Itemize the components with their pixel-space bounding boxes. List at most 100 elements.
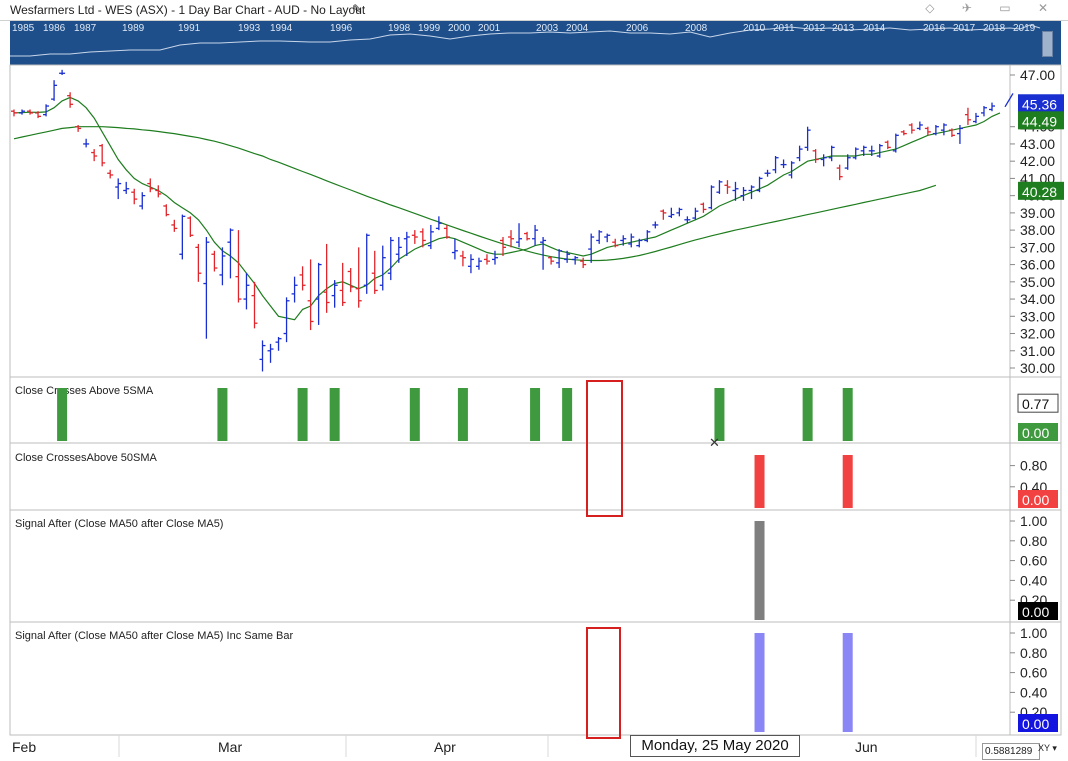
price-tick-label: 33.00 — [1020, 308, 1055, 324]
crosshair-value-box: 0.5881289 — [982, 743, 1040, 760]
ohlc-bar — [331, 280, 338, 308]
ohlc-bar — [508, 230, 515, 248]
nav-year: 2011 — [773, 23, 795, 34]
ohlc-bar — [211, 250, 218, 272]
ohlc-bar — [828, 145, 835, 162]
price-tick-label: 39.00 — [1020, 205, 1055, 221]
ohlc-bar — [291, 276, 298, 303]
pane-tick-label: 0.40 — [1020, 572, 1047, 588]
nav-year: 1989 — [122, 23, 145, 34]
diamond-icon[interactable]: ◇ — [925, 1, 947, 15]
ohlc-bars — [11, 69, 995, 372]
ohlc-bar — [307, 259, 314, 331]
ohlc-bar — [989, 102, 995, 112]
ohlc-bar — [524, 231, 531, 241]
ohlc-bar — [299, 266, 306, 291]
ohlc-bar — [540, 237, 547, 270]
ohlc-bar — [315, 262, 322, 325]
close-icon[interactable]: ✕ — [1037, 1, 1060, 15]
ohlc-bar — [339, 262, 346, 306]
ohlc-bar — [932, 124, 939, 136]
pin-icon[interactable]: ✈ — [961, 1, 984, 15]
ohlc-bar — [147, 178, 154, 193]
signal-bar — [57, 388, 68, 441]
ohlc-bar — [940, 123, 947, 136]
pane-value-box — [1018, 602, 1058, 620]
ohlc-bar — [948, 128, 955, 138]
ohlc-bar — [491, 250, 498, 265]
ohlc-bar — [203, 237, 210, 339]
ohlc-bar — [852, 147, 859, 160]
signal-bar — [802, 388, 813, 441]
nav-year: 1991 — [178, 23, 201, 34]
ohlc-bar — [860, 145, 867, 157]
pane-value-box — [1018, 490, 1058, 508]
signal-bar — [530, 388, 541, 441]
ohlc-bar — [884, 140, 891, 150]
last-price-pointer — [1004, 93, 1014, 108]
pane-title-signal-after-same-bar: Signal After (Close MA50 after Close MA5… — [15, 630, 294, 642]
ohlc-bar — [636, 238, 643, 248]
history-navigator[interactable]: 1985 1986 1987 1989 1991 1993 1994 1996 … — [10, 21, 1061, 65]
ohlc-bar — [836, 164, 843, 181]
ohlc-bar — [716, 180, 723, 194]
navigator-scroll-handle[interactable] — [1042, 31, 1053, 57]
price-tick-label: 43.00 — [1020, 136, 1055, 152]
signal-bar — [754, 521, 765, 620]
nav-year: 2006 — [626, 23, 649, 34]
ohlc-bar — [588, 233, 595, 263]
maximize-icon[interactable]: ▭ — [999, 1, 1023, 15]
pane-value-label: 0.00 — [1022, 604, 1049, 620]
ohlc-bar — [403, 231, 410, 256]
price-label-last-price: 45.36 — [1022, 96, 1057, 112]
ohlc-bar — [179, 214, 186, 260]
ohlc-bar — [35, 111, 42, 119]
ohlc-bar — [131, 188, 138, 205]
ohlc-bar — [323, 243, 330, 313]
price-label-box — [1018, 94, 1064, 113]
ohlc-bar — [868, 145, 875, 157]
ohlc-bar — [19, 109, 26, 115]
ohlc-bar — [780, 159, 787, 169]
ohlc-bar — [804, 126, 811, 151]
ohlc-bar — [964, 107, 971, 125]
ohlc-bar — [67, 92, 74, 108]
ohlc-bar — [155, 185, 162, 198]
pane-tick-label: 1.00 — [1020, 625, 1047, 641]
month-label: Feb — [12, 739, 36, 755]
pane-value-label: 0.00 — [1022, 425, 1049, 441]
ohlc-bar — [740, 187, 747, 201]
ohlc-bar — [171, 219, 178, 232]
ohlc-bar — [107, 169, 114, 179]
nav-year: 2010 — [743, 23, 766, 34]
window-controls[interactable]: ◇ ✈ ▭ ✕ — [925, 1, 1060, 15]
ohlc-bar — [227, 228, 234, 279]
ohlc-bar — [956, 124, 963, 144]
ohlc-bar — [411, 230, 418, 244]
ohlc-bar — [363, 233, 370, 294]
ohlc-bar — [516, 223, 523, 248]
price-label-box — [1018, 111, 1064, 130]
ohlc-bar — [596, 230, 603, 244]
ohlc-bar — [275, 336, 282, 351]
ohlc-bar — [876, 143, 883, 158]
ma50-path — [13, 126, 937, 262]
ohlc-bar — [620, 235, 627, 246]
nav-year: 2003 — [536, 23, 559, 34]
xy-mode-button[interactable]: XY ▾ — [1038, 743, 1057, 753]
nav-year: 2014 — [863, 23, 886, 34]
signal-bar — [842, 388, 853, 441]
ohlc-bar — [347, 268, 354, 293]
ohlc-bar — [51, 80, 58, 101]
ohlc-bar — [748, 185, 755, 200]
ma5-path — [13, 96, 1001, 321]
signal-bar — [714, 388, 725, 441]
ohlc-bar — [628, 233, 635, 248]
edit-pencil-icon[interactable]: ✎ — [352, 2, 363, 16]
pane-tick-label: 0.80 — [1020, 645, 1047, 661]
price-tick-label: 42.00 — [1020, 153, 1055, 169]
ohlc-bar — [700, 202, 707, 213]
signal-bar — [329, 388, 340, 441]
nav-year: 1999 — [418, 23, 441, 34]
